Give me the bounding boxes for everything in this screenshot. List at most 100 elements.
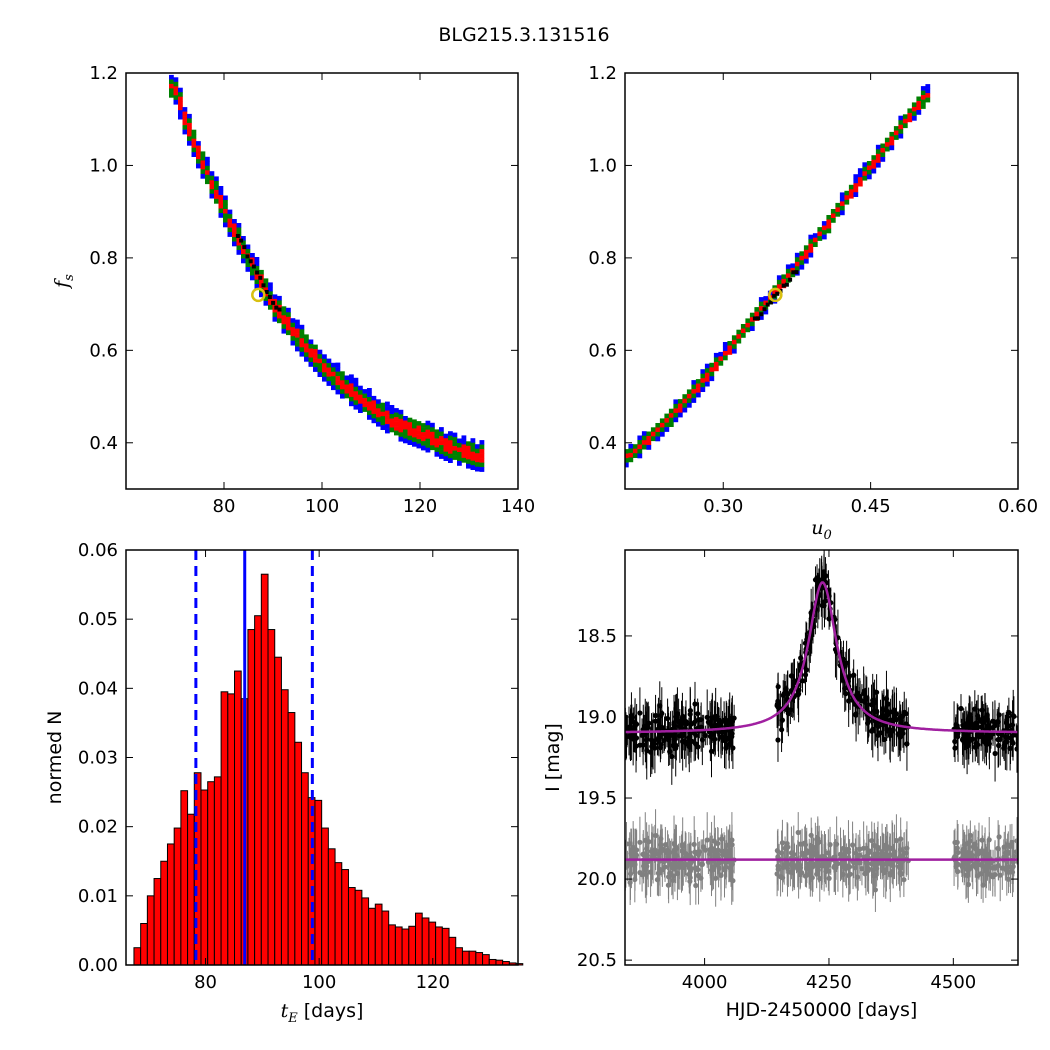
posterior-cell-inner: [367, 406, 372, 411]
posterior-cell-outer: [403, 438, 408, 444]
posterior-cell-middle: [889, 131, 895, 137]
posterior-cell-outer: [209, 171, 215, 176]
histogram-bar: [381, 910, 390, 966]
y-tick-label: 0.6: [588, 340, 617, 361]
posterior-cell-inner: [421, 432, 426, 437]
residual-point: [670, 873, 676, 879]
histogram-bar: [334, 862, 343, 966]
posterior-cell-outer: [920, 86, 926, 91]
plot-frame: [624, 72, 1019, 490]
residual-point: [857, 846, 863, 852]
posterior-cell-middle: [421, 441, 426, 446]
residual-point: [868, 861, 875, 867]
posterior-cell-core: [264, 290, 269, 294]
posterior-cell-outer: [335, 389, 341, 395]
posterior-cell-inner: [340, 380, 345, 386]
posterior-cell-middle: [169, 79, 174, 85]
residual-point: [704, 837, 710, 843]
posterior-cell-outer: [326, 358, 332, 364]
observed-point: [842, 663, 848, 669]
posterior-cell-outer: [385, 428, 390, 434]
posterior-cell-inner: [286, 321, 291, 327]
residual-point: [637, 839, 643, 845]
posterior-cell-middle: [434, 447, 440, 453]
posterior-cell-middle: [637, 449, 643, 454]
posterior-cell-inner: [403, 425, 408, 430]
best-fit-marker: [251, 287, 266, 303]
posterior-cell-middle: [641, 444, 647, 450]
posterior-cell-middle: [902, 123, 908, 129]
posterior-cell-middle: [794, 257, 800, 263]
posterior-cell-outer: [250, 253, 255, 258]
posterior-cell-inner: [326, 367, 332, 373]
posterior-cell-middle: [434, 429, 440, 435]
posterior-cell-inner: [308, 353, 314, 358]
y-tick-label: 1.2: [89, 63, 118, 84]
posterior-cell-inner: [394, 421, 399, 427]
posterior-cell-outer: [803, 258, 809, 264]
posterior-cell-middle: [196, 159, 201, 164]
posterior-cell-inner: [461, 444, 467, 450]
histogram-bar: [354, 889, 363, 966]
posterior-cell-inner: [389, 423, 395, 428]
posterior-cell-middle: [362, 407, 368, 412]
posterior-cell-middle: [776, 279, 782, 285]
posterior-cell-middle: [335, 385, 341, 390]
posterior-cell-inner: [277, 309, 282, 315]
posterior-cell-middle: [625, 449, 629, 454]
posterior-cell-inner: [898, 124, 904, 130]
posterior-cell-middle: [425, 443, 431, 448]
observed-point: [975, 742, 981, 748]
posterior-cell-inner: [353, 391, 359, 397]
posterior-cell-outer: [196, 163, 201, 169]
posterior-cell-inner: [178, 101, 183, 106]
posterior-cell-middle: [349, 396, 354, 402]
posterior-cell-outer: [290, 340, 296, 346]
posterior-cell-middle: [214, 198, 219, 204]
posterior-cell-core: [794, 270, 799, 275]
posterior-cell-inner: [214, 194, 219, 200]
posterior-cell-inner: [803, 254, 809, 260]
posterior-cell-middle: [461, 457, 467, 463]
posterior-cell-inner: [385, 415, 390, 420]
posterior-cell-inner: [794, 261, 800, 267]
posterior-cell-inner: [299, 338, 305, 344]
posterior-cell-core: [765, 302, 770, 307]
posterior-cell-inner: [625, 453, 629, 459]
observed-point: [640, 742, 646, 748]
observed-point: [645, 724, 651, 731]
posterior-cell-middle: [713, 357, 719, 363]
posterior-cell-outer: [254, 284, 260, 289]
posterior-cell-inner: [875, 153, 881, 159]
posterior-cell-middle: [254, 279, 260, 285]
posterior-cell-middle: [277, 318, 282, 324]
y-tick-label: 0.4: [89, 433, 118, 454]
posterior-cell-inner: [475, 457, 480, 463]
panel-lightcurve: 4000 4250 4500 18.5 19.0 19.5 20.0 20.5 I [mag] H…: [542, 549, 1019, 1021]
posterior-cell-inner: [853, 183, 859, 188]
histogram-bar: [401, 928, 410, 966]
posterior-cell-inner: [677, 403, 683, 409]
posterior-cell-middle: [655, 423, 661, 428]
observed-point: [657, 703, 663, 709]
residual-point: [826, 860, 832, 866]
posterior-cell-inner: [686, 393, 692, 399]
posterior-cell-outer: [452, 432, 458, 438]
posterior-cell-middle: [632, 453, 638, 458]
posterior-cell-inner: [218, 199, 224, 205]
observed-point: [633, 721, 639, 728]
posterior-cell-outer: [254, 261, 260, 267]
posterior-cell-outer: [277, 295, 282, 301]
histogram-bar: [200, 789, 209, 966]
posterior-cell-inner: [371, 409, 377, 415]
posterior-cell-outer: [682, 407, 688, 413]
posterior-cell-outer: [470, 438, 476, 443]
residual-point: [854, 874, 861, 880]
posterior-cell-middle: [745, 318, 751, 324]
posterior-cell-middle: [200, 169, 206, 175]
posterior-cell-inner: [470, 456, 476, 461]
posterior-cell-inner: [376, 412, 381, 418]
x-tick-label: 4250: [806, 972, 852, 993]
posterior-cell-middle: [250, 271, 255, 276]
posterior-cell-middle: [187, 118, 192, 124]
